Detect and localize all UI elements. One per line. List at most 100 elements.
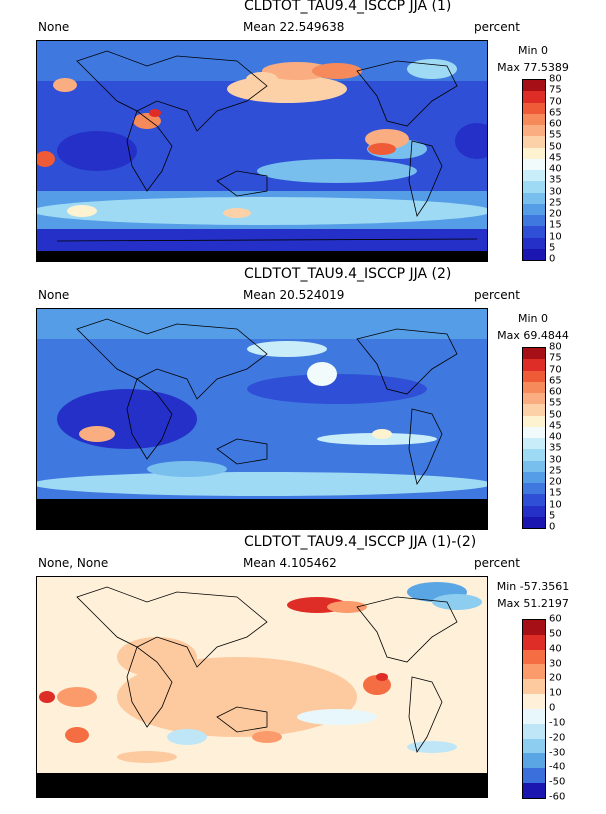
colorbar-tick-label: 10 [549,499,562,510]
panel-title: CLDTOT_TAU9.4_ISCCP JJA (2) [244,266,452,282]
colorbar-tick-label: 10 [549,231,562,242]
mean-label: Mean 22.549638 [243,20,345,34]
colorbar-swatch [523,415,545,427]
panel-3: CLDTOT_TAU9.4_ISCCP JJA (1)-(2) None, No… [0,534,606,814]
colorbar-swatch [523,505,545,517]
min-label: Min 0 [517,44,548,57]
colorbar-swatch [523,516,545,528]
colorbar-tick-label: 5 [549,242,556,254]
colorbar-swatch [523,158,545,170]
map-plot [36,40,488,262]
colorbar-swatch [523,170,545,182]
colorbar-tick-label: 5 [549,510,556,522]
colorbar-swatch [523,113,545,125]
colorbar-swatch [523,634,545,650]
colorbar-tick-label: 30 [549,658,562,669]
colorbar-swatch [523,80,545,92]
panel-title: CLDTOT_TAU9.4_ISCCP JJA (1) [244,0,452,14]
colorbar-swatch [523,125,545,137]
colorbar [522,619,546,799]
colorbar-tick-label: -60 [549,791,566,803]
colorbar-swatch [523,192,545,204]
mean-label: Mean 4.105462 [243,556,337,570]
colorbar-tick-label: 20 [549,208,562,220]
colorbar-swatch [523,620,545,635]
colorbar-tick-label: 75 [549,352,562,364]
colorbar-swatch [523,449,545,461]
colorbar-swatch [523,404,545,416]
colorbar-swatch [523,370,545,382]
left-label: None, None [38,556,109,570]
colorbar-tick-label: 60 [549,386,562,398]
colorbar-tick-label: -30 [549,747,566,758]
colorbar-tick-label: 0 [549,253,556,265]
colorbar [522,347,546,529]
colorbar-tick-label: 65 [549,375,562,387]
colorbar-tick-label: 50 [549,409,562,420]
map-field [37,577,487,797]
colorbar-swatch [523,738,545,754]
colorbar-tick-label: 30 [549,186,562,197]
colorbar-swatch [523,359,545,371]
colorbar-swatch [523,471,545,483]
colorbar-swatch [523,181,545,193]
colorbar-tick-label: 35 [549,174,562,186]
colorbar-swatch [523,460,545,472]
colorbar-tick-label: 10 [549,687,562,699]
colorbar-tick-label: 50 [549,141,562,152]
colorbar-tick-label: -20 [549,732,566,744]
colorbar-tick-label: 45 [549,152,562,164]
left-label: None [38,20,70,34]
colorbar-swatch [523,136,545,148]
colorbar-swatch [523,483,545,495]
colorbar-swatch [523,679,545,695]
colorbar-tick-label: 20 [549,476,562,488]
colorbar-swatch [523,102,545,114]
colorbar-swatch [523,723,545,739]
colorbar-tick-label: 70 [549,364,562,375]
colorbar-tick-label: 40 [549,643,562,655]
max-label: Max 77.5389 [497,61,569,74]
colorbar-tick-label: 75 [549,84,562,96]
colorbar-tick-label: 40 [549,163,562,175]
colorbar-tick-label: 0 [549,521,556,533]
stats: Min 0 Max 69.4844 [490,310,576,344]
colorbar-tick-label: 50 [549,628,562,640]
colorbar-swatch [523,426,545,438]
colorbar-swatch [523,664,545,680]
colorbar-tick-label: 60 [549,613,562,625]
map-field [37,309,487,529]
colorbar-swatch [523,381,545,393]
units-label: percent [474,288,520,302]
colorbar-swatch [523,783,545,798]
colorbar-tick-label: 0 [549,702,556,714]
colorbar-swatch [523,348,545,360]
colorbar-tick-label: 70 [549,96,562,107]
colorbar-tick-label: -10 [549,717,566,729]
map-plot [36,308,488,530]
colorbar-tick-label: 45 [549,420,562,432]
colorbar [522,79,546,261]
min-label: Min 0 [517,312,548,325]
colorbar-tick-label: -50 [549,776,566,788]
colorbar-swatch [523,215,545,227]
stats: Min 0 Max 77.5389 [490,42,576,76]
colorbar-tick-label: 80 [549,73,562,85]
min-label: Min -57.3561 [496,580,570,593]
colorbar-swatch [523,649,545,665]
colorbar-tick-label: 30 [549,454,562,465]
colorbar-swatch [523,494,545,506]
colorbar-tick-label: 20 [549,672,562,684]
colorbar-tick-label: 55 [549,397,562,409]
panel-2: CLDTOT_TAU9.4_ISCCP JJA (2) None Mean 20… [0,266,606,536]
max-label: Max 69.4844 [497,329,569,342]
colorbar-swatch [523,438,545,450]
left-label: None [38,288,70,302]
colorbar-swatch [523,753,545,769]
units-label: percent [474,20,520,34]
map-field [37,41,487,261]
colorbar-tick-label: -40 [549,761,566,773]
colorbar-swatch [523,226,545,238]
colorbar-tick-label: 15 [549,487,562,499]
colorbar-swatch [523,91,545,103]
